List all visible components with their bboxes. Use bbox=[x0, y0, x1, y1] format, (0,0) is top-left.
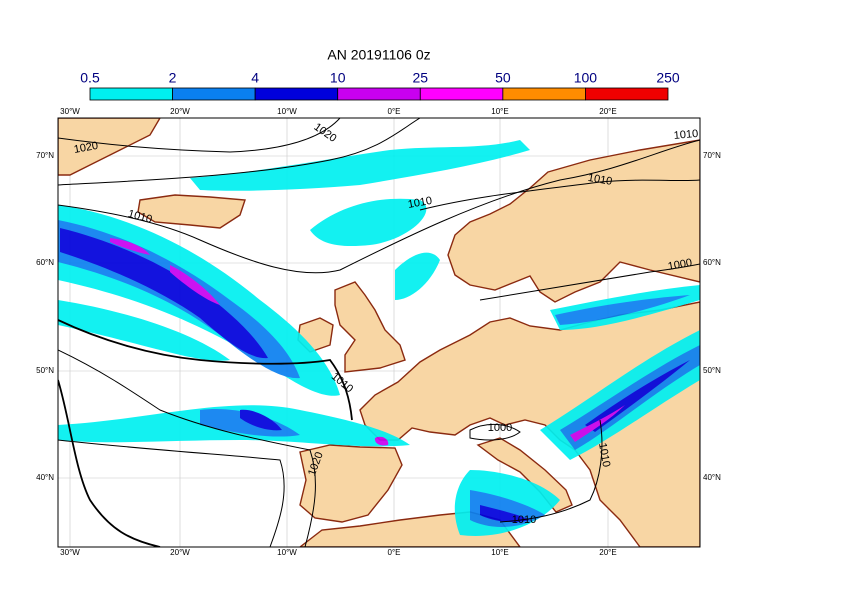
contour-label: 1010 bbox=[512, 514, 536, 526]
contour-label: 1010 bbox=[673, 128, 698, 142]
colorbar-label: 250 bbox=[656, 70, 680, 86]
contour-label: 1010 bbox=[596, 442, 612, 468]
lat-label-right: 50°N bbox=[703, 366, 721, 375]
lat-label-right: 40°N bbox=[703, 473, 721, 482]
greenland bbox=[58, 118, 161, 176]
lat-label-left: 60°N bbox=[36, 258, 54, 267]
lat-label-right: 60°N bbox=[703, 258, 721, 267]
colorbar-label: 50 bbox=[495, 70, 511, 86]
lon-label-bottom: 10°E bbox=[491, 548, 508, 557]
colorbar-label: 2 bbox=[169, 70, 177, 86]
iceland bbox=[137, 194, 246, 229]
colorbar-segment bbox=[419, 87, 504, 101]
lat-label-left: 40°N bbox=[36, 473, 54, 482]
great-britain bbox=[334, 281, 406, 373]
colorbar-segment bbox=[172, 87, 256, 101]
lon-label-top: 20°W bbox=[170, 107, 190, 116]
colorbar-segment bbox=[585, 87, 669, 101]
lat-label-left: 70°N bbox=[36, 151, 54, 160]
colorbar: 0.5 2 4 10 25 50 100 250 bbox=[80, 70, 680, 101]
colorbar-segment bbox=[502, 87, 586, 101]
contour-label: 1000 bbox=[667, 257, 693, 273]
lon-label-top: 0°E bbox=[388, 107, 401, 116]
colorbar-label: 25 bbox=[412, 70, 428, 86]
map-area: 1020102010101010101010101000101010001010… bbox=[58, 118, 700, 547]
iberia bbox=[299, 444, 403, 523]
lon-label-bottom: 20°W bbox=[170, 548, 190, 557]
colorbar-label: 100 bbox=[574, 70, 598, 86]
colorbar-segment bbox=[89, 87, 173, 101]
colorbar-label: 10 bbox=[330, 70, 346, 86]
contour-label: 1000 bbox=[488, 422, 512, 434]
lon-label-top: 30°W bbox=[60, 107, 80, 116]
map-frame bbox=[57, 117, 701, 548]
lon-label-bottom: 30°W bbox=[60, 548, 80, 557]
continental-europe bbox=[359, 301, 700, 547]
lat-label-right: 70°N bbox=[703, 151, 721, 160]
lat-label-left: 50°N bbox=[36, 366, 54, 375]
colorbar-label: 0.5 bbox=[80, 70, 100, 86]
contour-label: 1020 bbox=[73, 140, 99, 156]
lon-label-bottom: 10°W bbox=[277, 548, 297, 557]
lon-label-bottom: 0°E bbox=[388, 548, 401, 557]
colorbar-segment bbox=[254, 87, 339, 101]
lon-label-bottom: 20°E bbox=[599, 548, 616, 557]
colorbar-segment bbox=[337, 87, 421, 101]
map-title: AN 20191106 0z bbox=[327, 47, 430, 63]
contour-label: 1010 bbox=[587, 172, 613, 188]
lon-label-top: 10°W bbox=[277, 107, 297, 116]
contour-label: 1010 bbox=[407, 195, 433, 211]
colorbar-label: 4 bbox=[251, 70, 259, 86]
lon-label-top: 10°E bbox=[491, 107, 508, 116]
lon-label-top: 20°E bbox=[599, 107, 616, 116]
